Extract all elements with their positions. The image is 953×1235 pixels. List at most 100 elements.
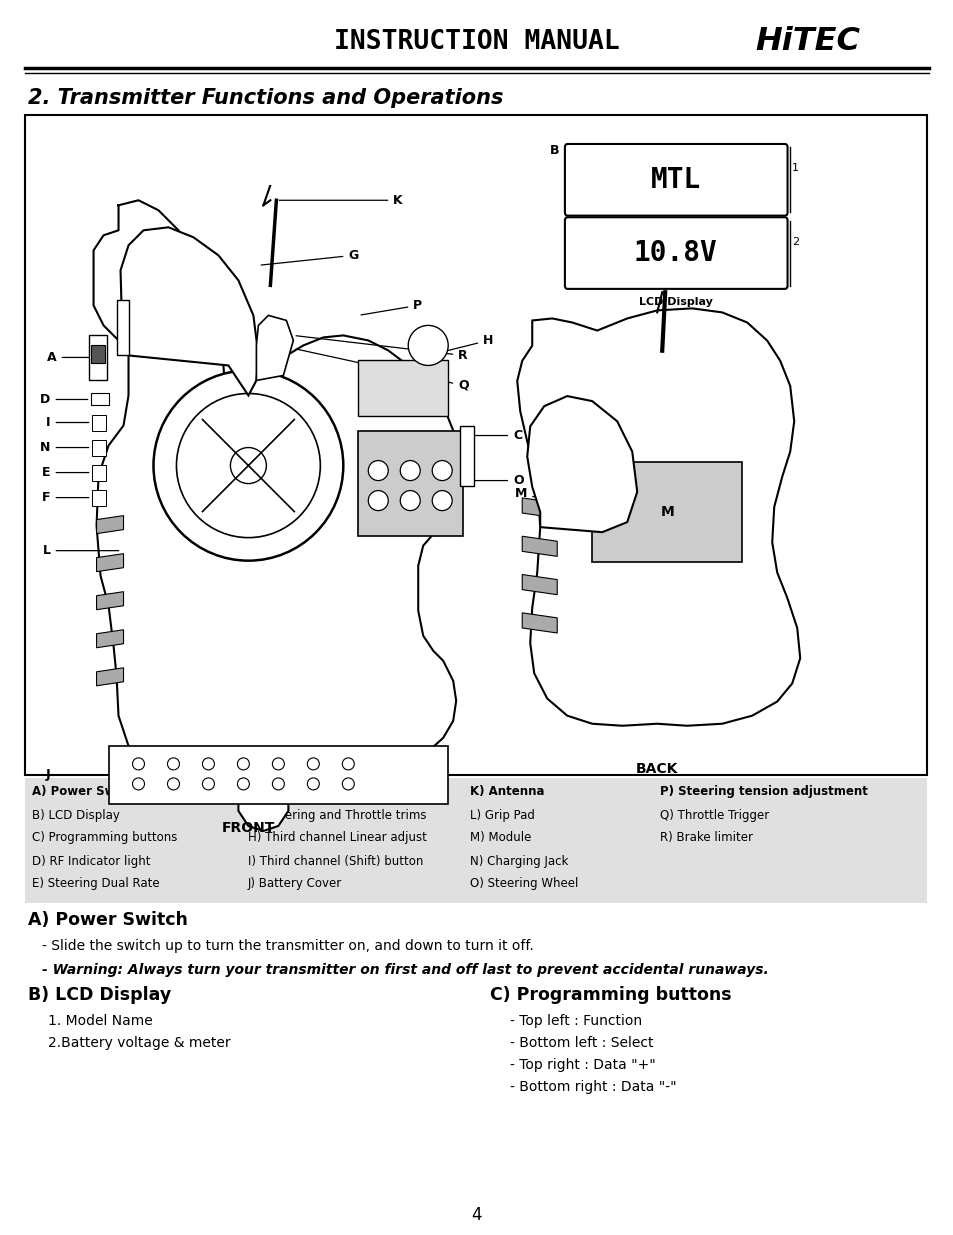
Text: Q) Throttle Trigger: Q) Throttle Trigger bbox=[659, 809, 768, 821]
Bar bbox=[459, 426, 474, 485]
Text: L) Grip Pad: L) Grip Pad bbox=[470, 809, 535, 821]
Text: M: M bbox=[515, 487, 589, 511]
Text: 2: 2 bbox=[791, 237, 799, 247]
Text: J: J bbox=[46, 768, 118, 782]
Polygon shape bbox=[521, 498, 557, 517]
Polygon shape bbox=[96, 630, 123, 647]
Polygon shape bbox=[120, 227, 258, 395]
Circle shape bbox=[231, 447, 266, 484]
Text: INSTRUCTION MANUAL: INSTRUCTION MANUAL bbox=[334, 28, 619, 56]
Text: A) Power Switch: A) Power Switch bbox=[32, 785, 140, 799]
Text: 2.Battery voltage & meter: 2.Battery voltage & meter bbox=[48, 1036, 231, 1050]
Bar bbox=[91, 415, 106, 431]
Text: 4: 4 bbox=[471, 1207, 482, 1224]
Text: B) LCD Display: B) LCD Display bbox=[32, 809, 120, 821]
Text: B: B bbox=[549, 144, 558, 157]
Text: C: C bbox=[462, 429, 521, 442]
Circle shape bbox=[400, 461, 419, 480]
Text: C) Programming buttons: C) Programming buttons bbox=[490, 986, 731, 1004]
Text: E) Steering Dual Rate: E) Steering Dual Rate bbox=[32, 878, 159, 890]
Text: M) Module: M) Module bbox=[470, 831, 531, 845]
Bar bbox=[109, 746, 448, 804]
Text: A: A bbox=[47, 351, 93, 364]
Text: H: H bbox=[431, 333, 493, 354]
Text: 10.8V: 10.8V bbox=[633, 240, 717, 267]
Text: H) Third channel Linear adjust: H) Third channel Linear adjust bbox=[248, 831, 426, 845]
Bar bbox=[358, 431, 463, 536]
Text: I) Third channel (Shift) button: I) Third channel (Shift) button bbox=[248, 855, 423, 867]
Text: R: R bbox=[295, 336, 467, 362]
Polygon shape bbox=[93, 200, 457, 831]
Polygon shape bbox=[96, 553, 123, 572]
Bar bbox=[25, 115, 926, 776]
Text: FRONT: FRONT bbox=[221, 821, 274, 835]
Text: F: F bbox=[42, 492, 89, 504]
Text: B) LCD Display: B) LCD Display bbox=[28, 986, 172, 1004]
Circle shape bbox=[307, 778, 319, 790]
Circle shape bbox=[408, 325, 448, 366]
Circle shape bbox=[202, 758, 214, 769]
Text: N) Charging Jack: N) Charging Jack bbox=[470, 855, 568, 867]
Polygon shape bbox=[521, 574, 557, 595]
Text: M: M bbox=[203, 319, 227, 363]
Circle shape bbox=[432, 490, 452, 510]
Circle shape bbox=[273, 758, 284, 769]
Text: - Bottom left : Select: - Bottom left : Select bbox=[510, 1036, 653, 1050]
Circle shape bbox=[368, 461, 388, 480]
Text: E: E bbox=[42, 466, 89, 479]
Text: D) RF Indicator light: D) RF Indicator light bbox=[32, 855, 151, 867]
Text: 2. Transmitter Functions and Operations: 2. Transmitter Functions and Operations bbox=[28, 88, 503, 107]
Text: L: L bbox=[43, 545, 118, 557]
Bar bbox=[91, 440, 106, 456]
Text: LCD Display: LCD Display bbox=[638, 296, 712, 306]
Text: F) ATL Switch: F) ATL Switch bbox=[248, 785, 337, 799]
Bar bbox=[116, 300, 129, 356]
Circle shape bbox=[202, 778, 214, 790]
Polygon shape bbox=[517, 309, 800, 726]
Text: - Top right : Data "+": - Top right : Data "+" bbox=[510, 1058, 655, 1072]
Text: G: G bbox=[261, 248, 358, 266]
Text: O: O bbox=[462, 474, 523, 487]
Bar bbox=[25, 778, 926, 903]
Text: K) Antenna: K) Antenna bbox=[470, 785, 544, 799]
Polygon shape bbox=[256, 315, 294, 380]
Text: A) Power Switch: A) Power Switch bbox=[28, 911, 188, 929]
Text: HiTEC: HiTEC bbox=[755, 26, 860, 58]
Bar bbox=[91, 346, 105, 363]
Text: J) Battery Cover: J) Battery Cover bbox=[248, 878, 342, 890]
Polygon shape bbox=[96, 668, 123, 685]
Text: - Bottom right : Data "-": - Bottom right : Data "-" bbox=[510, 1079, 676, 1094]
Circle shape bbox=[400, 490, 419, 510]
Text: MTL: MTL bbox=[650, 165, 700, 194]
Text: - Warning: Always turn your transmitter on first and off last to prevent acciden: - Warning: Always turn your transmitter … bbox=[42, 963, 768, 977]
FancyBboxPatch shape bbox=[564, 144, 787, 216]
Text: M: M bbox=[659, 505, 674, 519]
Bar bbox=[91, 464, 106, 480]
Text: 1. Model Name: 1. Model Name bbox=[48, 1014, 152, 1028]
Circle shape bbox=[168, 758, 179, 769]
Circle shape bbox=[273, 778, 284, 790]
Circle shape bbox=[132, 778, 144, 790]
Text: N: N bbox=[40, 441, 89, 454]
Bar bbox=[592, 462, 741, 562]
Text: BACK: BACK bbox=[636, 762, 678, 776]
Polygon shape bbox=[96, 516, 123, 534]
Text: I: I bbox=[46, 416, 89, 429]
Text: P) Steering tension adjustment: P) Steering tension adjustment bbox=[659, 785, 867, 799]
Circle shape bbox=[368, 490, 388, 510]
Polygon shape bbox=[521, 536, 557, 557]
Text: R) Brake limiter: R) Brake limiter bbox=[659, 831, 752, 845]
Circle shape bbox=[342, 758, 354, 769]
Circle shape bbox=[132, 758, 144, 769]
Circle shape bbox=[342, 778, 354, 790]
Text: - Top left : Function: - Top left : Function bbox=[510, 1014, 641, 1028]
Text: 1: 1 bbox=[791, 163, 798, 173]
Text: C) Programming buttons: C) Programming buttons bbox=[32, 831, 177, 845]
Circle shape bbox=[237, 778, 249, 790]
FancyBboxPatch shape bbox=[564, 217, 787, 289]
Text: O) Steering Wheel: O) Steering Wheel bbox=[470, 878, 578, 890]
Bar bbox=[358, 361, 448, 415]
Text: - Slide the switch up to turn the transmitter on, and down to turn it off.: - Slide the switch up to turn the transm… bbox=[42, 939, 533, 953]
Circle shape bbox=[432, 461, 452, 480]
Text: Q: Q bbox=[295, 350, 468, 391]
